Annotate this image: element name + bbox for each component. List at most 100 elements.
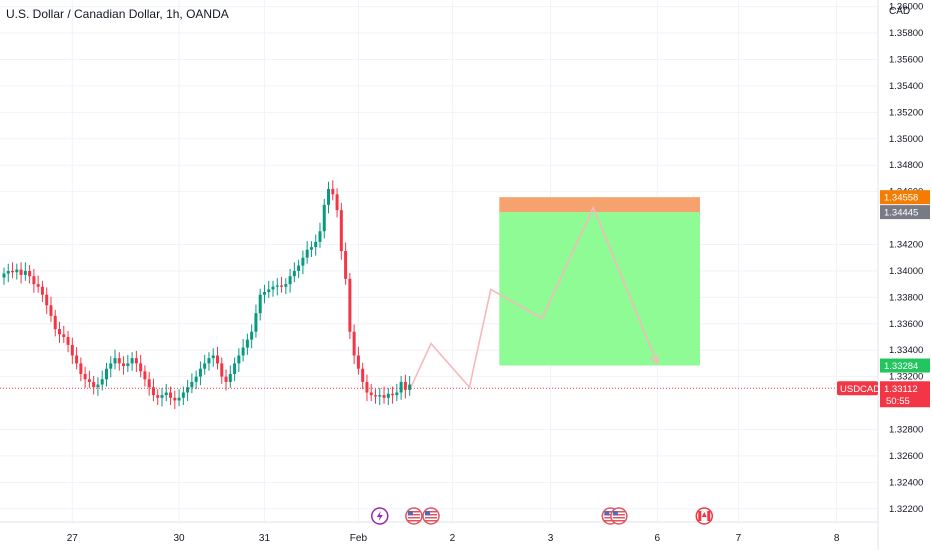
candle[interactable] [156,395,160,398]
candle[interactable] [395,392,399,396]
candle[interactable] [160,395,164,398]
candle[interactable] [36,284,40,287]
candle[interactable] [49,305,53,316]
candle[interactable] [292,270,296,277]
candle[interactable] [66,336,70,345]
candle[interactable] [382,395,386,398]
candle[interactable] [130,358,134,364]
candle[interactable] [233,363,237,374]
candle[interactable] [309,247,313,250]
stop-loss-zone[interactable] [499,197,701,213]
candle[interactable] [327,188,331,205]
candle[interactable] [96,384,100,388]
candle[interactable] [173,397,177,401]
us-flag-icon[interactable] [610,507,628,525]
candle[interactable] [250,331,254,340]
candle[interactable] [70,344,74,356]
us-flag-icon[interactable] [405,507,423,525]
candle[interactable] [228,373,232,382]
candle[interactable] [190,381,194,388]
candle[interactable] [216,355,219,364]
candle[interactable] [391,393,395,396]
candle[interactable] [284,284,288,287]
candle[interactable] [241,347,245,356]
candle[interactable] [134,358,138,364]
candle[interactable] [301,257,305,266]
candle[interactable] [117,358,121,364]
candle[interactable] [164,392,168,396]
candle[interactable] [113,358,117,364]
candle[interactable] [2,273,6,278]
candle[interactable] [87,379,91,382]
candle[interactable] [267,289,271,293]
candle[interactable] [386,393,390,398]
candle[interactable] [331,188,335,195]
candle[interactable] [305,249,309,258]
candle[interactable] [15,269,19,273]
candle[interactable] [245,339,249,348]
candle[interactable] [280,285,284,287]
candle[interactable] [19,269,23,275]
symbol-badge-bg[interactable] [837,381,878,396]
candle[interactable] [403,381,407,390]
candle[interactable] [75,355,79,364]
candle[interactable] [6,270,10,274]
candle[interactable] [23,270,27,275]
candle[interactable] [335,194,339,211]
projection-path[interactable] [408,205,659,391]
candle[interactable] [139,363,143,372]
candle[interactable] [79,363,83,374]
candle[interactable] [288,276,292,285]
candle[interactable] [126,363,130,367]
candle[interactable] [53,315,57,330]
us-flag-icon[interactable] [422,507,440,525]
candle[interactable] [297,265,301,271]
candle[interactable] [224,376,228,382]
candle[interactable] [45,294,49,306]
candle[interactable] [109,363,113,369]
candle[interactable] [181,392,185,398]
candle[interactable] [28,270,32,277]
candle[interactable] [373,395,377,397]
candle[interactable] [92,381,96,388]
candle[interactable] [262,292,266,295]
candle[interactable] [322,204,326,232]
candle[interactable] [147,379,151,388]
candle[interactable] [207,358,211,364]
candle[interactable] [399,381,403,393]
candle[interactable] [314,241,318,248]
candle[interactable] [378,395,382,397]
candle[interactable] [169,392,173,398]
candle[interactable] [220,363,224,377]
candle[interactable] [344,251,348,279]
candle[interactable] [258,294,262,314]
candle[interactable] [62,334,66,337]
candle[interactable] [271,286,275,290]
candle[interactable] [254,313,258,332]
candle[interactable] [198,368,202,377]
candle[interactable] [83,373,87,380]
candle[interactable] [177,397,181,401]
candle[interactable] [356,355,360,369]
candle[interactable] [143,371,147,380]
candle[interactable] [211,355,215,359]
candle[interactable] [58,329,62,335]
candle[interactable] [100,379,104,385]
candle[interactable] [352,331,356,356]
candle[interactable] [369,392,373,396]
candle[interactable] [275,285,279,287]
candle[interactable] [348,278,352,332]
candle[interactable] [365,381,369,393]
candle[interactable] [40,286,44,295]
profit-zone[interactable] [499,212,701,366]
candle[interactable] [122,363,126,367]
candle[interactable] [237,355,241,364]
candle[interactable] [186,387,190,393]
candle[interactable] [104,368,108,380]
candle[interactable] [151,387,155,396]
candle[interactable] [194,376,198,382]
candle[interactable] [318,231,322,242]
candle[interactable] [408,384,412,390]
